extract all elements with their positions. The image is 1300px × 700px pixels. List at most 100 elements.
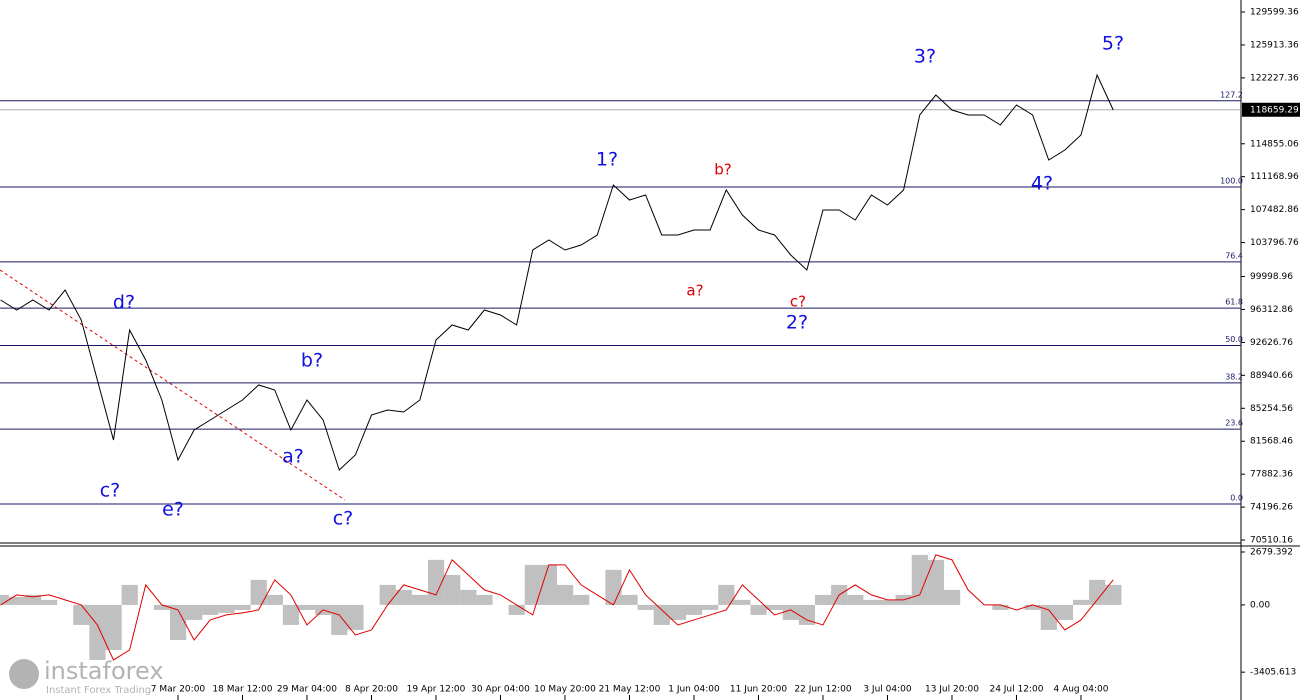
y-tick-label: 77882.36 xyxy=(1250,470,1293,480)
x-tick-label: 29 Mar 04:00 xyxy=(277,685,337,695)
y-tick-label: 70510.16 xyxy=(1250,536,1293,546)
histogram-bar xyxy=(1105,584,1122,605)
fib-label: 0.0 xyxy=(1230,494,1243,503)
histogram-bar xyxy=(911,554,928,605)
histogram-bar xyxy=(750,604,767,615)
histogram-bar xyxy=(734,599,751,605)
logo-icon xyxy=(9,659,39,689)
histogram-bar xyxy=(460,589,477,605)
histogram-bar xyxy=(556,584,574,605)
histogram-bar xyxy=(331,604,348,635)
y-tick-label: 114855.06 xyxy=(1250,139,1299,149)
histogram-bar xyxy=(186,604,203,620)
histogram-bar xyxy=(702,604,719,610)
histogram-bar xyxy=(379,584,396,605)
histogram-bar xyxy=(476,594,493,605)
wave-label: d? xyxy=(113,292,135,314)
x-tick-label: 24 Jul 12:00 xyxy=(989,685,1043,695)
x-tick-label: 22 Jun 12:00 xyxy=(794,685,851,695)
histogram-bar xyxy=(234,604,251,610)
last-price-box xyxy=(1242,102,1300,117)
histogram-bar xyxy=(766,604,783,610)
wave-label: a? xyxy=(282,446,304,468)
histogram-bar xyxy=(444,574,461,605)
histogram-bar xyxy=(89,604,106,660)
tagline: Instant Forex Trading xyxy=(46,685,151,696)
histogram-bar xyxy=(282,604,300,625)
y-tick-label: 111168.96 xyxy=(1250,172,1299,182)
x-tick-label: 4 Aug 04:00 xyxy=(1053,685,1108,695)
histogram-bar xyxy=(298,604,316,610)
histogram-bar xyxy=(814,594,832,605)
histogram-bar xyxy=(1072,599,1090,605)
wave-label: 5? xyxy=(1102,33,1124,55)
y-tick-label: 99998.96 xyxy=(1250,272,1293,282)
histogram-bar xyxy=(395,589,412,605)
fib-label: 127.2 xyxy=(1220,90,1243,99)
wave-label: 1? xyxy=(596,149,618,171)
histogram-bar xyxy=(24,594,42,605)
histogram-bar xyxy=(1040,604,1057,630)
x-tick-label: 1 Jun 04:00 xyxy=(668,685,720,695)
x-tick-label: 8 Apr 20:00 xyxy=(345,685,398,695)
brand: instaforex xyxy=(44,657,164,685)
histogram-bar xyxy=(847,594,864,605)
histogram-bar xyxy=(798,604,816,625)
histogram-bar xyxy=(669,604,687,620)
histogram-bar xyxy=(218,604,235,613)
histogram-bar xyxy=(153,604,171,610)
wave-label: 2? xyxy=(786,312,808,334)
histogram-bar xyxy=(524,564,541,605)
histogram-bar xyxy=(121,584,138,605)
histogram-bar xyxy=(347,604,364,630)
watermark: instaforex Instant Forex Trading xyxy=(9,657,164,696)
y-tick-label: 88940.66 xyxy=(1250,371,1293,381)
wave-label: b? xyxy=(714,161,731,179)
fib-label: 50.0 xyxy=(1225,335,1243,344)
histogram-bar xyxy=(266,594,283,605)
y-tick-label: 122227.36 xyxy=(1250,73,1299,83)
y-tick-label: 129599.36 xyxy=(1250,7,1299,17)
histogram-bar xyxy=(573,594,590,605)
histogram-bar xyxy=(653,604,670,625)
histogram-bar xyxy=(1024,604,1041,610)
x-tick-label: 3 Jul 04:00 xyxy=(863,685,912,695)
histogram-bar xyxy=(40,599,58,605)
wave-label: c? xyxy=(100,480,121,502)
wave-label: c? xyxy=(790,293,806,311)
histogram-bar xyxy=(685,604,703,615)
histogram-bar xyxy=(863,599,880,605)
y-tick-label: 92626.76 xyxy=(1250,338,1293,348)
histogram-bar xyxy=(8,596,25,605)
histogram-bar xyxy=(202,604,219,615)
fib-label: 100.0 xyxy=(1220,176,1243,185)
fib-label: 38.2 xyxy=(1225,372,1243,381)
histogram-bar xyxy=(879,599,896,605)
x-tick-label: 13 Jul 20:00 xyxy=(925,685,979,695)
histogram-bar xyxy=(621,594,638,605)
x-tick-label: 21 May 12:00 xyxy=(599,685,661,695)
wave-label: 3? xyxy=(914,46,936,68)
y-tick-label: 107482.86 xyxy=(1250,205,1299,215)
signal-line xyxy=(0,554,1114,661)
histogram-bar xyxy=(782,604,799,620)
histogram-bar xyxy=(73,604,90,625)
histogram-bar xyxy=(250,579,267,605)
x-tick-label: 10 May 20:00 xyxy=(534,685,596,695)
wave-label: c? xyxy=(333,508,354,530)
last-price-label: 118659.29 xyxy=(1250,105,1299,115)
wave-label: b? xyxy=(301,350,323,372)
histogram-bar xyxy=(540,564,558,605)
fib-label: 61.8 xyxy=(1225,298,1243,307)
histogram-bar xyxy=(605,569,622,605)
indicator-tick-label: -3405.613 xyxy=(1250,668,1296,678)
indicator-tick-label: 2679.392 xyxy=(1250,548,1293,558)
histogram-bar xyxy=(927,559,945,605)
histogram-bar xyxy=(718,584,735,605)
y-tick-label: 74196.26 xyxy=(1250,503,1293,513)
y-tick-label: 85254.56 xyxy=(1250,404,1293,414)
x-tick-label: 7 Mar 20:00 xyxy=(151,685,206,695)
wave-label: 4? xyxy=(1031,173,1053,195)
